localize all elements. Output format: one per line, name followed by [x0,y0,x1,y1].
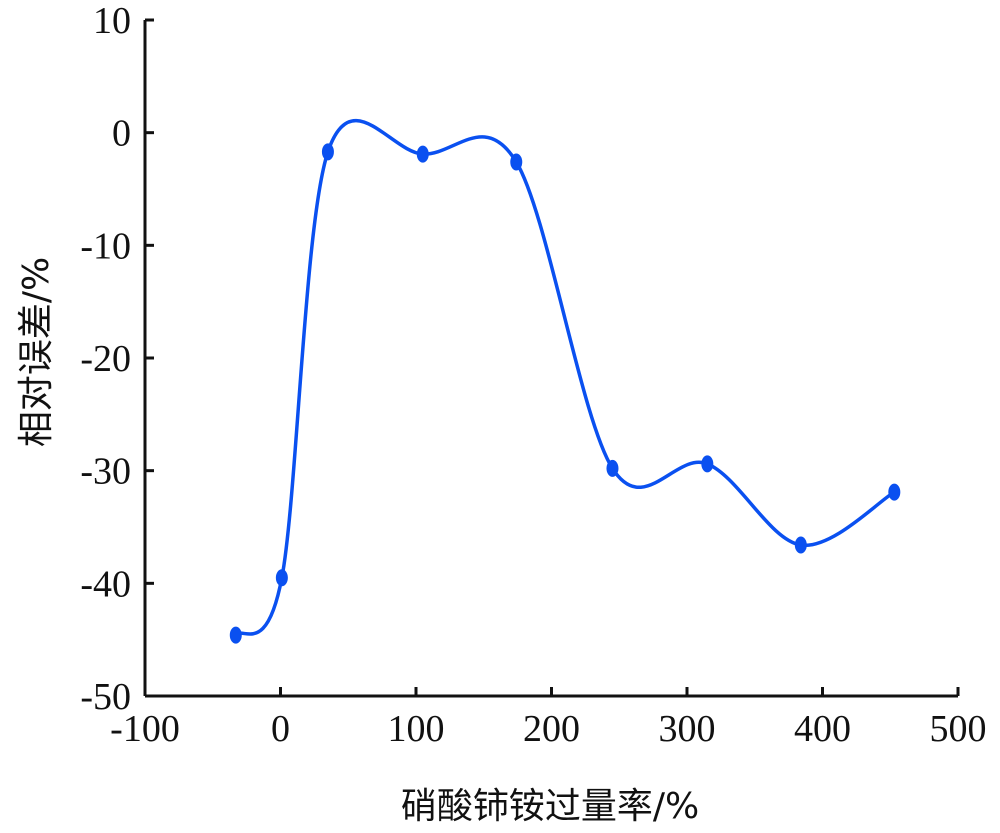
x-tick-label: 500 [930,708,987,750]
y-tick-label: -50 [80,676,131,718]
y-tick-label: 0 [112,113,131,155]
x-tick-label: 300 [659,708,716,750]
x-tick-label: 0 [271,708,290,750]
x-axis-title: 硝酸铈铵过量率/% [401,786,699,827]
y-axis-title: 相对误差/% [16,257,57,447]
data-point [321,143,334,161]
data-point [416,145,429,163]
x-tick-label: 200 [523,708,580,750]
x-tick-label: 100 [388,708,445,750]
data-point [888,483,901,501]
data-point [275,569,288,587]
data-point [510,153,523,171]
y-tick-label: -10 [80,225,131,267]
y-tick-label: -20 [80,338,131,380]
series-layer [229,119,901,644]
data-point [701,455,714,473]
data-point [794,536,807,554]
data-point [229,626,242,644]
x-tick-label: 400 [794,708,851,750]
data-point [606,459,619,477]
y-tick-label: -40 [80,563,131,605]
series-line [234,119,896,637]
x-tick-label: -100 [110,708,180,750]
y-tick-label: 10 [93,0,131,42]
y-tick-label: -30 [80,451,131,493]
